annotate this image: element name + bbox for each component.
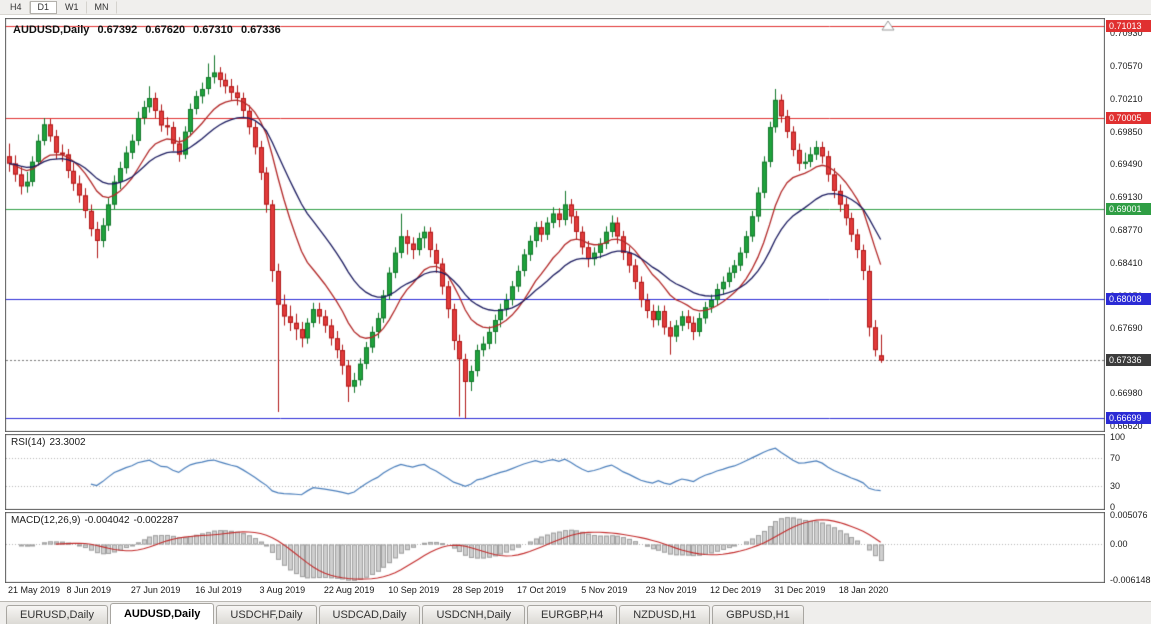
axis-tick-label: -0.006148 (1110, 575, 1151, 585)
date-tick-label: 27 Jun 2019 (130, 585, 181, 595)
timeframe-w1-button[interactable]: W1 (57, 0, 87, 14)
symbol-ohlc-label: AUDUSD,Daily 0.67392 0.67620 0.67310 0.6… (13, 24, 286, 36)
ohlc-high: 0.67620 (145, 24, 186, 36)
date-tick-label: 21 May 2019 (8, 585, 61, 595)
axis-tick-label: 100 (1110, 432, 1126, 442)
axis-tick-label: 0.66620 (1110, 420, 1143, 431)
timeframe-h4-button[interactable]: H4 (2, 0, 30, 14)
date-tick-label: 22 Aug 2019 (323, 585, 375, 595)
tab-usdcad-daily[interactable]: USDCAD,Daily (318, 605, 421, 624)
main-chart-canvas[interactable] (5, 18, 1105, 432)
date-tick-label: 23 Nov 2019 (645, 585, 697, 595)
axis-tick-label: 0.69130 (1110, 192, 1143, 203)
ohlc-low: 0.67310 (193, 24, 233, 36)
date-tick-label: 18 Jan 2020 (838, 585, 889, 595)
macd-main-value: -0.004042 (84, 515, 130, 526)
tab-eurusd-daily[interactable]: EURUSD,Daily (6, 605, 108, 624)
price-level-badge: 0.68008 (1106, 293, 1151, 305)
date-tick-label: 16 Jul 2019 (195, 585, 242, 595)
price-level-badge: 0.70005 (1106, 112, 1151, 124)
date-tick-label: 8 Jun 2019 (66, 585, 112, 595)
axis-tick-label: 0.70570 (1110, 61, 1143, 72)
tab-usdchf-daily[interactable]: USDCHF,Daily (216, 605, 317, 624)
macd-signal-value: -0.002287 (133, 515, 179, 526)
macd-name: MACD(12,26,9) (11, 515, 81, 526)
macd-indicator-label: MACD(12,26,9) -0.004042 -0.002287 (11, 515, 183, 526)
timeframe-d1-button[interactable]: D1 (29, 0, 58, 14)
axis-tick-label: 0.70210 (1110, 93, 1143, 104)
rsi-name: RSI(14) (11, 437, 46, 448)
axis-tick-label: 0.00 (1110, 539, 1128, 550)
current-price-badge: 0.67336 (1106, 354, 1151, 366)
timeframe-mn-button[interactable]: MN (87, 0, 117, 14)
date-tick-label: 10 Sep 2019 (388, 585, 440, 595)
price-level-badge: 0.69001 (1106, 203, 1151, 215)
date-tick-label: 5 Nov 2019 (581, 585, 628, 595)
date-tick-label: 3 Aug 2019 (259, 585, 306, 595)
rsi-indicator-label: RSI(14) 23.3002 (11, 437, 90, 448)
axis-tick-label: 0.69490 (1110, 159, 1143, 170)
axis-tick-label: 30 (1110, 481, 1121, 491)
symbol-name: AUDUSD,Daily (13, 24, 90, 36)
tab-nzdusd-h1[interactable]: NZDUSD,H1 (619, 605, 711, 624)
price-level-badge: 0.66699 (1106, 412, 1151, 424)
axis-tick-label: 0.70930 (1110, 28, 1143, 39)
date-tick-label: 31 Dec 2019 (774, 585, 826, 595)
tab-gbpusd-h1[interactable]: GBPUSD,H1 (712, 605, 804, 624)
tab-usdcnh-daily[interactable]: USDCNH,Daily (422, 605, 526, 624)
time-axis[interactable]: 21 May 2019 8 Jun 2019 27 Jun 2019 16 Jul 2… (0, 585, 1146, 599)
rsi-panel-canvas[interactable] (5, 434, 1105, 510)
macd-panel-canvas[interactable] (5, 512, 1105, 583)
date-tick-label: 17 Oct 2019 (516, 585, 566, 595)
axis-tick-label: 0.68770 (1110, 225, 1143, 235)
tab-eurgbp-h4[interactable]: EURGBP,H4 (527, 605, 618, 624)
date-tick-label: 28 Sep 2019 (452, 585, 504, 595)
axis-tick-label: 70 (1110, 453, 1121, 463)
axis-tick-label: 0.66980 (1110, 387, 1143, 398)
axis-tick-label: 0 (1110, 502, 1116, 512)
date-tick-label: 12 Dec 2019 (710, 585, 762, 595)
axis-tick-label: 0.68410 (1110, 257, 1143, 268)
axis-tick-label: 0.67690 (1110, 323, 1143, 334)
rsi-value: 23.3002 (49, 437, 86, 448)
tab-audusd-daily[interactable]: AUDUSD,Daily (109, 603, 215, 624)
ohlc-open: 0.67392 (97, 24, 138, 36)
axis-tick-label: 0.69850 (1110, 126, 1143, 137)
ohlc-close: 0.67336 (240, 24, 281, 36)
timeframe-toolbar: H4 D1 W1 MN (0, 0, 1151, 15)
price-level-badge: 0.71013 (1106, 20, 1151, 32)
price-axis[interactable]: 0.71013 0.70005 0.69001 0.68008 0.66699 … (1106, 0, 1151, 624)
axis-tick-label: 0.005076 (1110, 510, 1148, 520)
chart-tabs-bar: EURUSD,Daily AUDUSD,Daily USDCHF,Daily U… (0, 601, 1151, 624)
